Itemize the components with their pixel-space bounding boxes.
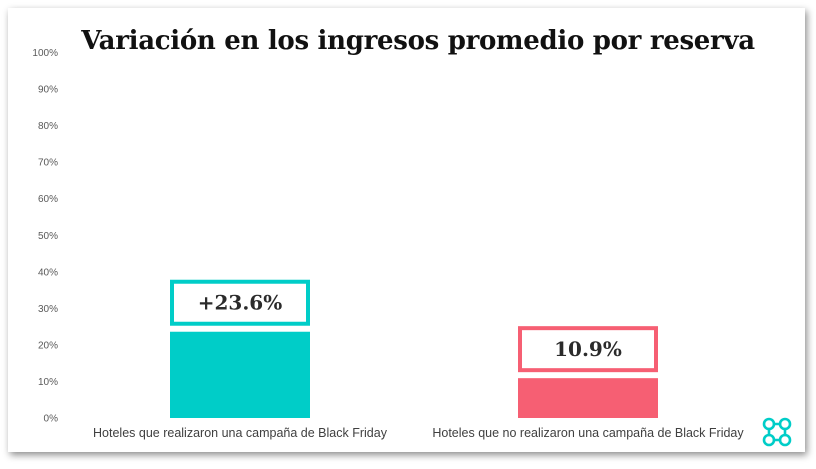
y-tick-label: 60% <box>38 194 58 205</box>
data-label: 10.9% <box>554 337 622 361</box>
chart-frame <box>8 8 805 452</box>
y-tick-label: 0% <box>44 414 59 425</box>
category-label: Hoteles que realizaron una campaña de Bl… <box>93 426 388 440</box>
y-tick-label: 70% <box>38 158 58 169</box>
y-axis-ticks: 0% 10% 20% 30% 40% 50% 60% 70% 80% 90% 100% <box>32 48 58 425</box>
y-tick-label: 40% <box>38 267 58 278</box>
data-label-box <box>170 279 310 326</box>
y-tick-label: 90% <box>38 85 58 96</box>
bars <box>170 331 658 418</box>
y-tick-label: 80% <box>38 121 58 132</box>
y-tick-label: 20% <box>38 340 58 351</box>
chart-title: Variación en los ingresos promedio por r… <box>81 26 755 56</box>
category-label: Hoteles que no realizaron una campaña de… <box>432 426 744 440</box>
data-label-box <box>518 326 658 373</box>
cmd-knot-icon <box>762 417 792 447</box>
y-tick-label: 50% <box>38 231 58 242</box>
category-labels: Hoteles que realizaron una campaña de Bl… <box>93 426 744 440</box>
y-tick-label: 100% <box>32 48 58 59</box>
y-tick-label: 10% <box>38 377 58 388</box>
bar <box>518 378 658 418</box>
data-labels: +23.6% 10.9% <box>170 279 658 373</box>
y-tick-label: 30% <box>38 304 58 315</box>
data-label: +23.6% <box>198 291 282 315</box>
bar <box>170 331 310 418</box>
